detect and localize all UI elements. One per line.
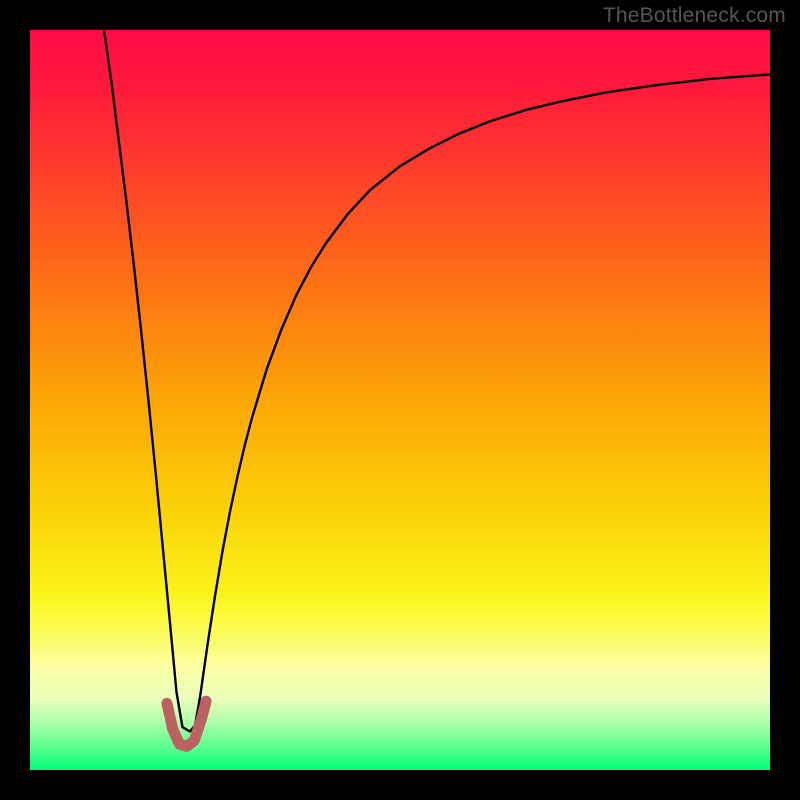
- watermark-text: TheBottleneck.com: [603, 4, 786, 28]
- plot-svg: [30, 30, 770, 770]
- plot-area: [30, 30, 770, 770]
- gradient-background: [30, 30, 770, 770]
- chart-container: TheBottleneck.com: [0, 0, 800, 800]
